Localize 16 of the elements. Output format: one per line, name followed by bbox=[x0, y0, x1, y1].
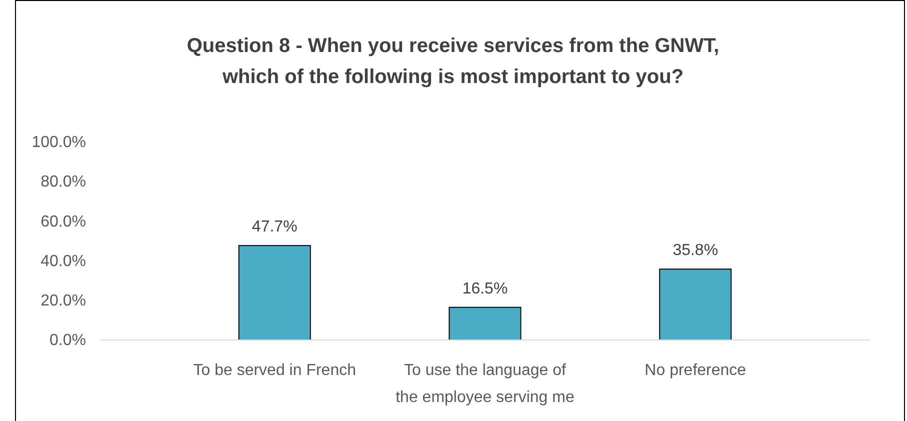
y-tick-label: 100.0% bbox=[32, 134, 86, 152]
data-label: 16.5% bbox=[462, 280, 508, 298]
data-label: 47.7% bbox=[252, 218, 298, 236]
y-tick-label: 40.0% bbox=[40, 252, 86, 270]
data-label: 35.8% bbox=[672, 242, 718, 260]
y-tick-label: 80.0% bbox=[40, 174, 86, 191]
x-tick-label: To use the language of the employee serving me bbox=[396, 362, 574, 406]
x-tick-label: To be served in French bbox=[193, 362, 356, 379]
bar bbox=[448, 306, 522, 340]
x-tick-label: No preference bbox=[644, 362, 746, 379]
y-tick-label: 20.0% bbox=[40, 292, 86, 310]
bar bbox=[659, 268, 732, 340]
bar bbox=[238, 245, 311, 340]
chart-title: Question 8 - When you receive services from the GNWT, which of the following is most important to you? bbox=[186, 35, 720, 88]
y-tick-label: 0.0% bbox=[50, 332, 86, 350]
y-tick-label: 60.0% bbox=[40, 213, 86, 230]
